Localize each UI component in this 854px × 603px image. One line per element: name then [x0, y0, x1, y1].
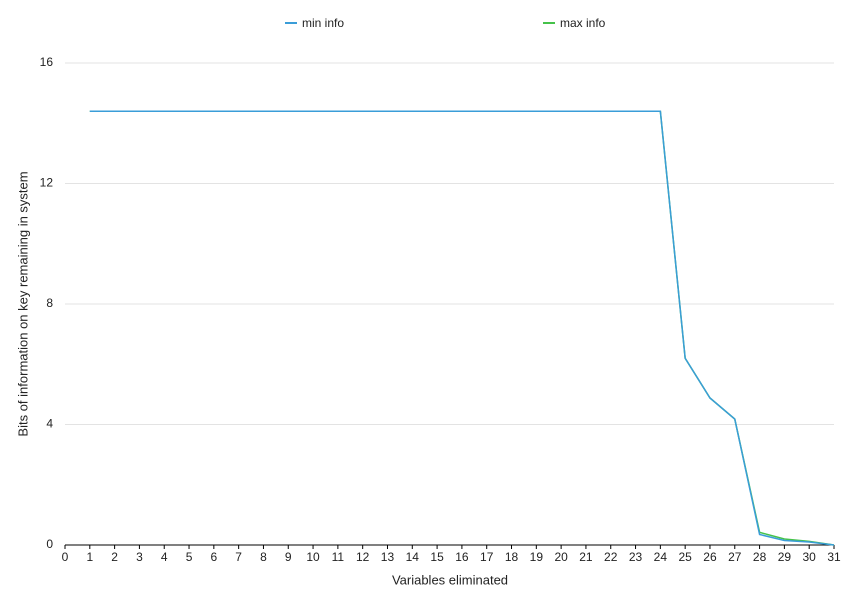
x-tick-label: 17	[480, 550, 494, 564]
x-tick-label: 18	[505, 550, 519, 564]
x-tick-label: 23	[629, 550, 643, 564]
legend-label: min info	[302, 16, 344, 30]
x-tick-label: 4	[161, 550, 168, 564]
y-tick-label: 0	[46, 537, 53, 551]
x-tick-label: 6	[210, 550, 217, 564]
series-line	[89, 110, 835, 546]
x-tick-label: 10	[306, 550, 320, 564]
x-tick-label: 3	[136, 550, 143, 564]
x-tick-label: 7	[235, 550, 242, 564]
x-tick-label: 11	[332, 550, 345, 564]
x-tick-label: 22	[604, 550, 618, 564]
x-tick-label: 30	[803, 550, 817, 564]
x-tick-label: 12	[356, 550, 370, 564]
y-tick-label: 12	[40, 176, 54, 190]
x-tick-label: 13	[381, 550, 395, 564]
x-tick-label: 20	[554, 550, 568, 564]
x-tick-label: 26	[703, 550, 717, 564]
x-tick-label: 29	[778, 550, 792, 564]
legend-label: max info	[560, 16, 606, 30]
x-tick-label: 15	[430, 550, 444, 564]
x-tick-label: 14	[406, 550, 420, 564]
x-tick-label: 19	[530, 550, 544, 564]
x-tick-label: 0	[62, 550, 69, 564]
x-tick-label: 2	[111, 550, 118, 564]
y-tick-label: 8	[46, 296, 53, 310]
x-tick-label: 21	[579, 550, 593, 564]
x-tick-label: 28	[753, 550, 767, 564]
y-tick-label: 4	[46, 417, 53, 431]
x-tick-label: 31	[827, 550, 841, 564]
x-tick-label: 8	[260, 550, 267, 564]
x-tick-label: 9	[285, 550, 292, 564]
x-tick-label: 5	[186, 550, 193, 564]
x-tick-label: 16	[455, 550, 469, 564]
x-tick-label: 25	[678, 550, 692, 564]
x-tick-label: 27	[728, 550, 742, 564]
x-axis-label: Variables eliminated	[392, 572, 508, 587]
x-tick-label: 1	[86, 550, 93, 564]
y-tick-label: 16	[40, 55, 54, 69]
series-line	[89, 110, 835, 546]
y-axis-label: Bits of information on key remaining in …	[15, 171, 30, 436]
x-tick-label: 24	[654, 550, 668, 564]
